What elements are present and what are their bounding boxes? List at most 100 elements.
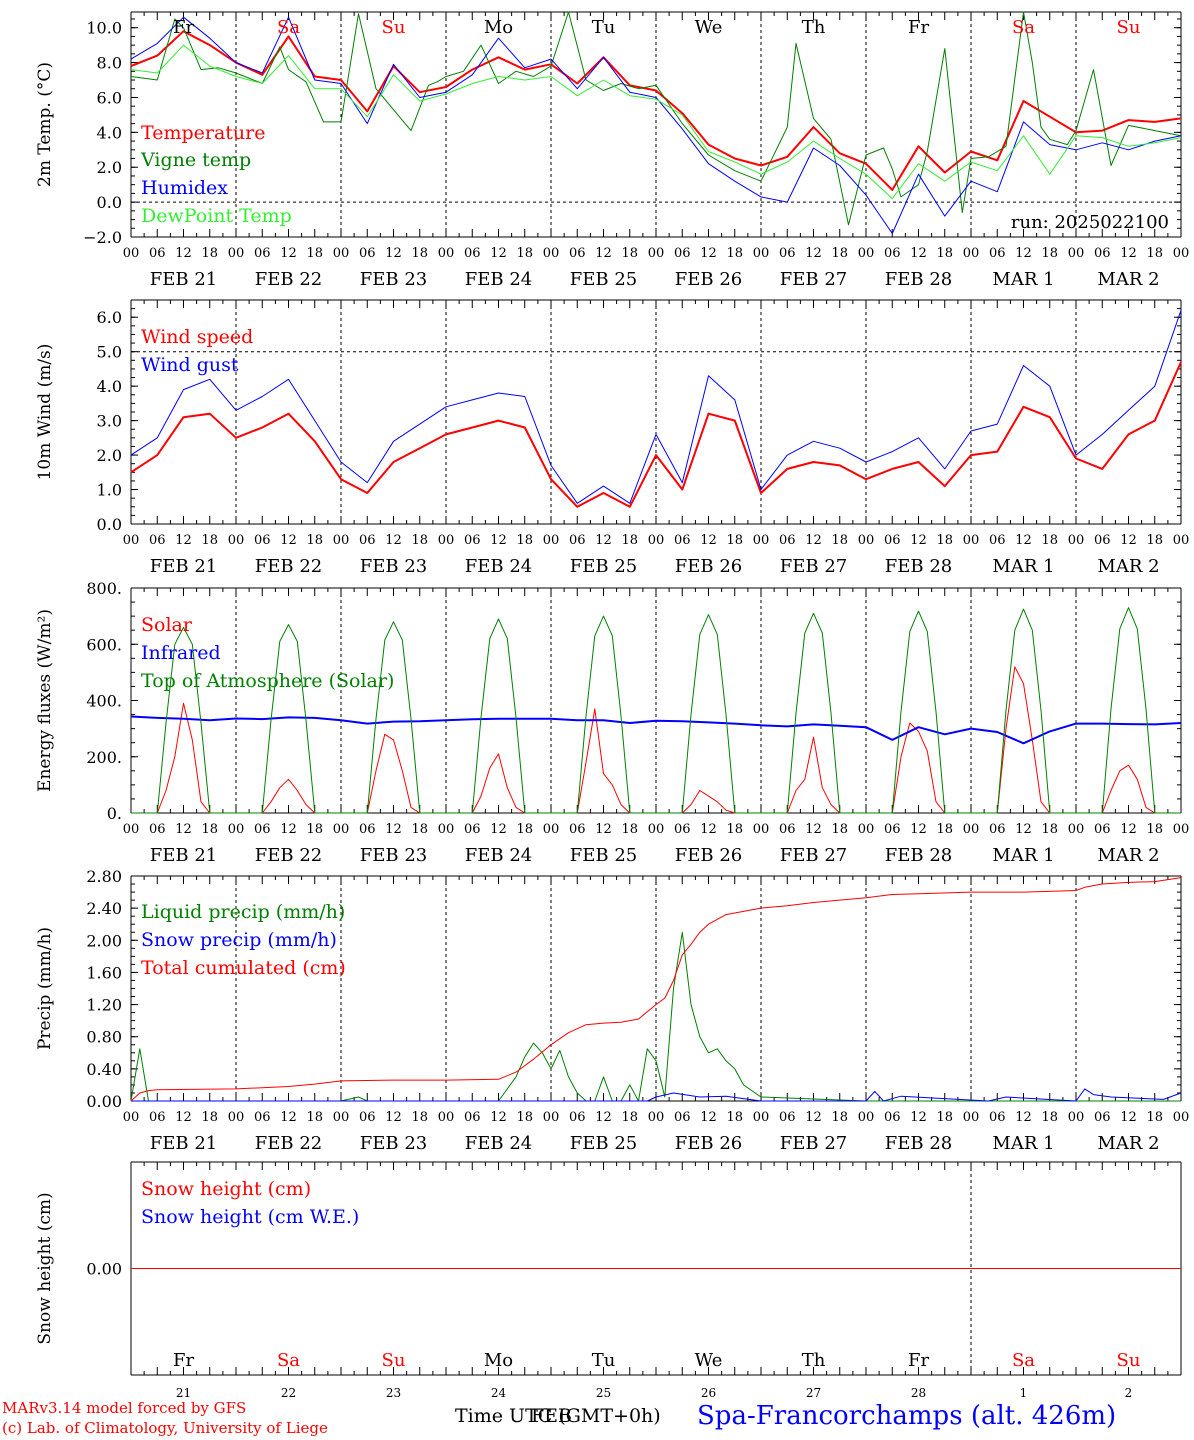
y-tick-label: 10.0 xyxy=(86,19,122,38)
x-tick-label: 18 xyxy=(201,533,218,548)
y-tick-label: 2.0 xyxy=(97,158,122,177)
x-tick-label: 06 xyxy=(674,822,691,837)
x-tick-label: 12 xyxy=(805,533,822,548)
date-label: FEB 26 xyxy=(675,845,742,866)
date-label: FEB 26 xyxy=(675,1133,742,1154)
x-tick-label: 18 xyxy=(516,246,533,261)
x-tick-label: 00 xyxy=(123,533,140,548)
x-tick-label: 18 xyxy=(936,822,953,837)
y-tick-label: 200. xyxy=(86,748,122,767)
series-line xyxy=(131,1088,1182,1102)
x-tick-label: 06 xyxy=(149,822,166,837)
x-tick-label: 00 xyxy=(1068,533,1085,548)
y-tick-label: 6.0 xyxy=(97,308,122,327)
x-tick-label: 18 xyxy=(411,246,428,261)
x-tick-label: 00 xyxy=(543,246,560,261)
x-tick-label: 12 xyxy=(700,822,717,837)
y-tick-label: 3.0 xyxy=(97,412,122,431)
date-label: FEB 21 xyxy=(150,1133,217,1154)
y-tick-label: 0.00 xyxy=(86,1260,122,1279)
y-tick-label: 0.0 xyxy=(97,193,122,212)
date-label: FEB 23 xyxy=(360,1133,427,1154)
x-tick-label: 06 xyxy=(779,246,796,261)
date-label: FEB 23 xyxy=(360,269,427,290)
day-number-label: 21 xyxy=(176,1386,191,1400)
day-number-label: 1 xyxy=(1020,1386,1028,1400)
date-label: FEB 21 xyxy=(150,269,217,290)
weekday-label: Tu xyxy=(592,17,616,38)
x-tick-label: 06 xyxy=(359,1110,376,1125)
x-tick-label: 06 xyxy=(674,533,691,548)
x-tick-label: 18 xyxy=(201,246,218,261)
y-tick-label: 2.40 xyxy=(86,899,122,918)
y-axis-label: Snow height (cm) xyxy=(35,1192,55,1344)
x-tick-label: 06 xyxy=(989,1110,1006,1125)
x-tick-label: 18 xyxy=(621,1110,638,1125)
date-label: FEB 27 xyxy=(780,269,847,290)
date-label: MAR 2 xyxy=(1097,269,1159,290)
x-tick-label: 18 xyxy=(726,246,743,261)
x-tick-label: 06 xyxy=(779,533,796,548)
y-tick-label: 0. xyxy=(107,804,122,823)
x-tick-label: 00 xyxy=(753,533,770,548)
x-tick-label: 06 xyxy=(569,822,586,837)
x-tick-label: 18 xyxy=(831,533,848,548)
time-axis-label: Time UTC (GMT+0h) xyxy=(455,1405,661,1427)
x-tick-label: 00 xyxy=(438,822,455,837)
x-tick-label: 00 xyxy=(963,533,980,548)
x-tick-label: 06 xyxy=(569,246,586,261)
y-tick-label: 0.0 xyxy=(97,515,122,534)
x-tick-label: 18 xyxy=(1146,822,1163,837)
y-tick-label: 6.0 xyxy=(97,88,122,107)
x-tick-label: 06 xyxy=(359,246,376,261)
legend-entry: DewPoint Temp xyxy=(141,205,292,227)
x-tick-label: 12 xyxy=(280,246,297,261)
x-tick-label: 06 xyxy=(989,246,1006,261)
date-label: FEB 21 xyxy=(150,556,217,577)
y-axis-label: Energy fluxes (W/m²) xyxy=(35,609,55,792)
x-tick-label: 00 xyxy=(123,822,140,837)
x-tick-label: 00 xyxy=(1173,822,1190,837)
x-tick-label: 18 xyxy=(1146,246,1163,261)
y-tick-label: 4.0 xyxy=(97,377,122,396)
x-tick-label: 06 xyxy=(884,1110,901,1125)
y-tick-label: 2.80 xyxy=(86,867,122,886)
x-tick-label: 06 xyxy=(989,533,1006,548)
date-label: FEB 24 xyxy=(465,1133,532,1154)
series-line xyxy=(130,310,1182,504)
x-tick-label: 06 xyxy=(254,533,271,548)
x-tick-label: 18 xyxy=(726,1110,743,1125)
x-tick-label: 06 xyxy=(254,246,271,261)
x-tick-label: 06 xyxy=(254,822,271,837)
date-label: MAR 1 xyxy=(992,845,1054,866)
x-tick-label: 18 xyxy=(306,246,323,261)
weekday-label: We xyxy=(695,1350,723,1371)
x-tick-label: 00 xyxy=(333,822,350,837)
x-tick-label: 00 xyxy=(333,246,350,261)
date-label: FEB 24 xyxy=(465,556,532,577)
x-tick-label: 06 xyxy=(464,822,481,837)
legend-entry: Solar xyxy=(141,614,193,636)
x-tick-label: 00 xyxy=(228,533,245,548)
x-tick-label: 00 xyxy=(1173,246,1190,261)
x-tick-label: 18 xyxy=(831,822,848,837)
x-tick-label: 00 xyxy=(438,1110,455,1125)
legend-entry: Total cumulated (cm) xyxy=(141,957,346,979)
x-tick-label: 12 xyxy=(490,533,507,548)
weekday-label: Mo xyxy=(484,1350,513,1371)
x-tick-label: 00 xyxy=(123,1110,140,1125)
day-number-label: 28 xyxy=(911,1386,926,1400)
x-tick-label: 00 xyxy=(858,246,875,261)
date-label: FEB 21 xyxy=(150,845,217,866)
x-tick-label: 18 xyxy=(1146,1110,1163,1125)
y-tick-label: 1.20 xyxy=(86,996,122,1015)
x-tick-label: 12 xyxy=(385,1110,402,1125)
x-tick-label: 12 xyxy=(175,822,192,837)
station-title: Spa-Francorchamps (alt. 426m) xyxy=(697,1401,1117,1431)
x-tick-label: 18 xyxy=(726,822,743,837)
x-tick-label: 12 xyxy=(1120,246,1137,261)
y-axis-label: 2m Temp. (°C) xyxy=(35,62,55,187)
x-tick-label: 12 xyxy=(490,822,507,837)
series-line xyxy=(130,11,1182,226)
